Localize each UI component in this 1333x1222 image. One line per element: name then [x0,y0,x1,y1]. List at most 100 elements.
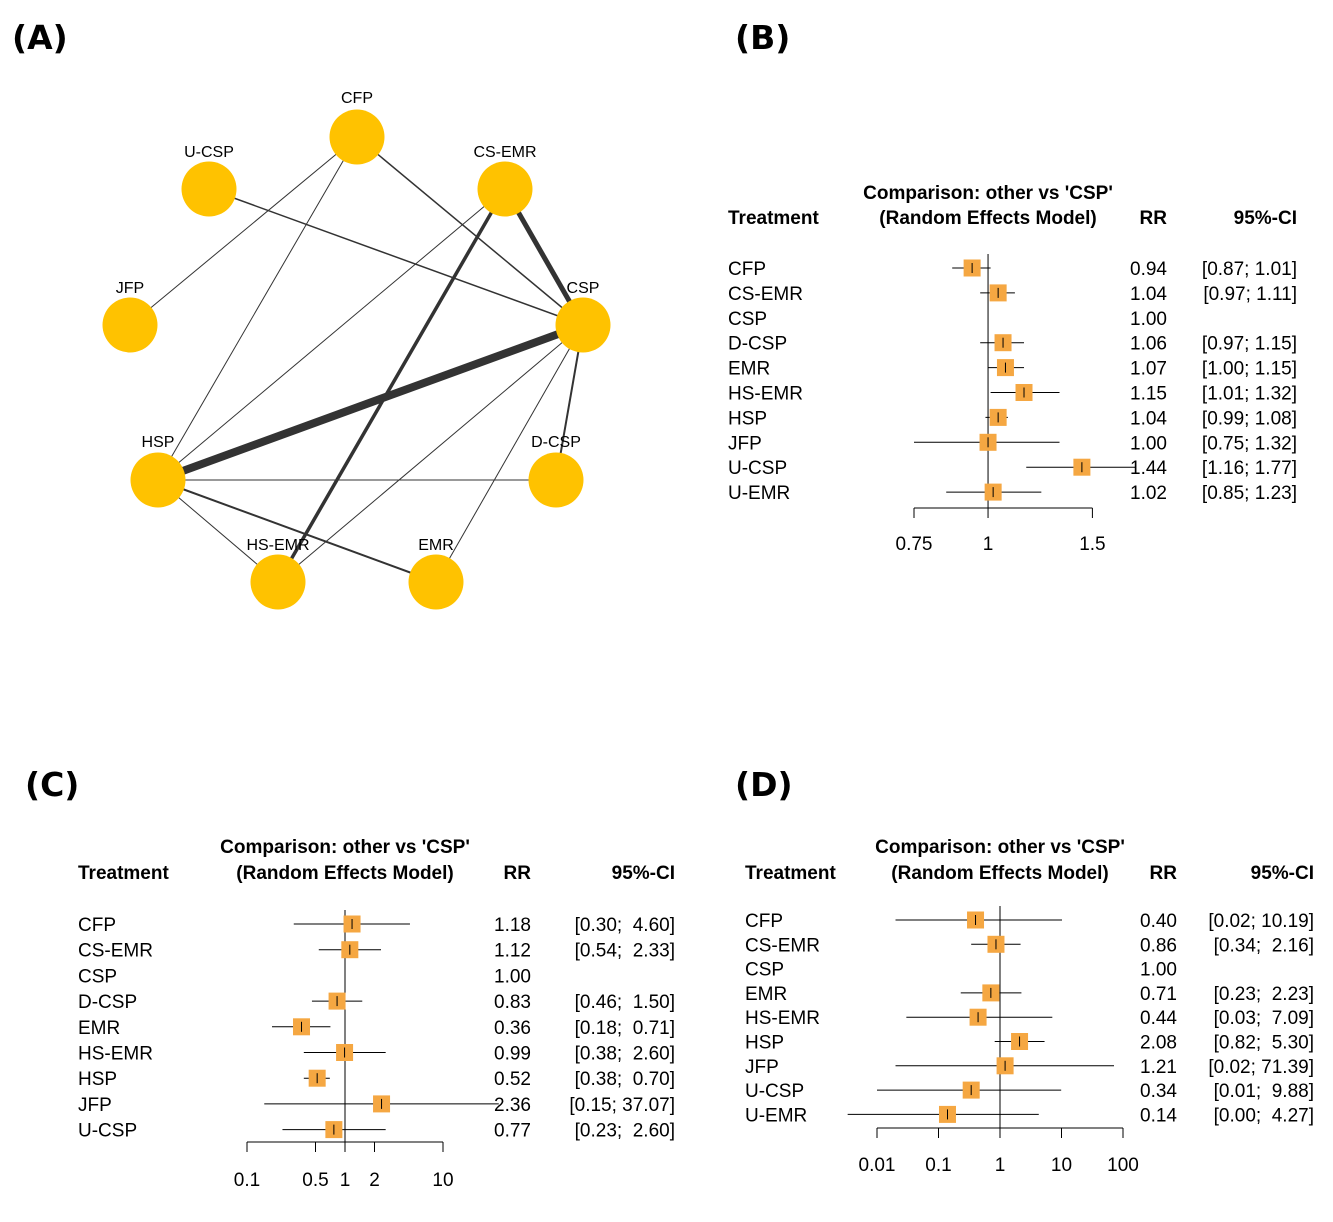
network-edges [129,136,586,583]
forest-plot-b: Comparison: other vs 'CSP' (Random Effect… [728,183,1297,555]
x-tick-label: 2 [369,1170,380,1191]
rr-value-u-csp: 0.34 [1140,1081,1177,1102]
forest-subtitle: (Random Effects Model) [236,863,453,884]
node-label-emr: EMR [418,537,454,554]
node-u-csp [181,161,237,217]
rr-value-cfp: 0.40 [1140,911,1177,932]
column-header-rr: RR [1140,208,1168,229]
rr-value-u-emr: 1.02 [1130,483,1167,504]
column-header-rr: RR [504,863,532,884]
ci-value-d-csp: [0.97; 1.15] [1202,334,1297,355]
node-csp [555,297,611,353]
rr-value-u-csp: 1.44 [1130,458,1167,479]
column-header-treatment: Treatment [745,863,836,884]
forest-plot-d: Comparison: other vs 'CSP' (Random Effect… [745,837,1314,1176]
x-tick-label: 1 [340,1170,351,1191]
ci-value-hsp: [0.99; 1.08] [1202,408,1297,429]
x-tick-label: 100 [1107,1155,1139,1176]
column-header-ci: 95%-CI [1234,208,1297,229]
row-label-u-csp: U-CSP [745,1081,804,1102]
rr-value-jfp: 1.21 [1140,1057,1177,1078]
node-hsp [130,452,186,508]
row-label-hs-emr: HS-EMR [78,1044,153,1065]
x-tick-label: 0.5 [302,1170,328,1191]
node-label-hsp: HSP [142,434,175,451]
node-d-csp [528,452,584,508]
row-label-u-csp: U-CSP [78,1121,137,1142]
rr-value-cfp: 0.94 [1130,259,1167,280]
rr-value-emr: 0.71 [1140,984,1177,1005]
ci-value-emr: [1.00; 1.15] [1202,359,1297,380]
ci-value-cs-emr: [0.97; 1.11] [1203,284,1297,305]
node-label-d-csp: D-CSP [531,434,581,451]
row-label-emr: EMR [728,359,770,380]
forest-plot-c: Comparison: other vs 'CSP' (Random Effect… [78,837,675,1191]
rr-value-hsp: 1.04 [1130,408,1167,429]
network-nodes: CFP U-CSP CS-EMR JFP CSP HSP D-CSP HS-EMR EMR [102,90,611,610]
row-label-hs-emr: HS-EMR [728,384,803,405]
rr-value-jfp: 2.36 [494,1095,531,1116]
rr-value-hs-emr: 1.15 [1130,384,1167,405]
rr-value-u-csp: 0.77 [494,1121,531,1142]
row-label-hsp: HSP [728,408,767,429]
row-label-emr: EMR [78,1018,120,1039]
ci-value-cfp: [0.87; 1.01] [1202,259,1297,280]
row-label-u-csp: U-CSP [728,458,787,479]
x-tick-label: 1 [983,534,994,555]
row-label-cs-emr: CS-EMR [78,941,153,962]
panel-label-c: (C) [25,765,80,804]
row-label-hsp: HSP [745,1033,784,1054]
ci-value-hs-emr: [0.38; 2.60] [575,1044,675,1065]
row-label-u-emr: U-EMR [728,483,790,504]
row-label-hs-emr: HS-EMR [745,1008,820,1029]
node-label-cfp: CFP [341,90,373,107]
ci-value-jfp: [0.75; 1.32] [1202,433,1297,454]
ci-value-hs-emr: [0.03; 7.09] [1214,1008,1314,1029]
edge-cfp-csp [356,136,584,326]
forest-title: Comparison: other vs 'CSP' [220,837,470,858]
edge-csp-hs-emr [277,324,584,583]
x-tick-label: 0.1 [234,1170,260,1191]
row-label-cfp: CFP [728,259,766,280]
forest-subtitle: (Random Effects Model) [879,208,1096,229]
rr-value-u-emr: 0.14 [1140,1105,1177,1126]
ci-value-cfp: [0.30; 4.60] [575,915,675,936]
forest-title: Comparison: other vs 'CSP' [863,183,1113,204]
row-label-jfp: JFP [78,1095,112,1116]
edge-csp-hsp [156,321,585,484]
column-header-rr: RR [1150,863,1178,884]
row-label-csp: CSP [745,960,784,981]
node-cs-emr [477,161,533,217]
node-jfp [102,297,158,353]
rr-value-hsp: 2.08 [1140,1033,1177,1054]
row-label-jfp: JFP [745,1057,779,1078]
edge-hsp-emr [157,479,437,583]
ci-value-u-emr: [0.85; 1.23] [1202,483,1297,504]
ci-value-u-emr: [0.00; 4.27] [1214,1105,1314,1126]
row-label-cfp: CFP [78,915,116,936]
ci-value-u-csp: [1.16; 1.77] [1202,458,1297,479]
rr-value-hsp: 0.52 [494,1069,531,1090]
panel-label-d: (D) [735,765,793,804]
node-label-csp: CSP [567,280,600,297]
row-label-hsp: HSP [78,1069,117,1090]
x-tick-label: 1 [995,1155,1006,1176]
row-label-cs-emr: CS-EMR [745,935,820,956]
rr-value-cs-emr: 1.12 [494,941,531,962]
rr-value-cfp: 1.18 [494,915,531,936]
x-tick-label: 0.01 [859,1155,896,1176]
x-tick-label: 1.5 [1079,534,1105,555]
x-tick-label: 10 [1051,1155,1072,1176]
row-label-jfp: JFP [728,433,762,454]
x-tick-label: 10 [432,1170,453,1191]
ci-value-emr: [0.18; 0.71] [575,1018,675,1039]
rr-value-csp: 1.00 [494,966,531,987]
forest-subtitle: (Random Effects Model) [891,863,1108,884]
rr-value-emr: 1.07 [1130,359,1167,380]
ci-value-jfp: [0.15; 37.07] [569,1095,675,1116]
edge-csp-emr [435,324,584,583]
node-cfp [329,109,385,165]
ci-value-u-csp: [0.01; 9.88] [1214,1081,1314,1102]
rr-value-emr: 0.36 [494,1018,531,1039]
